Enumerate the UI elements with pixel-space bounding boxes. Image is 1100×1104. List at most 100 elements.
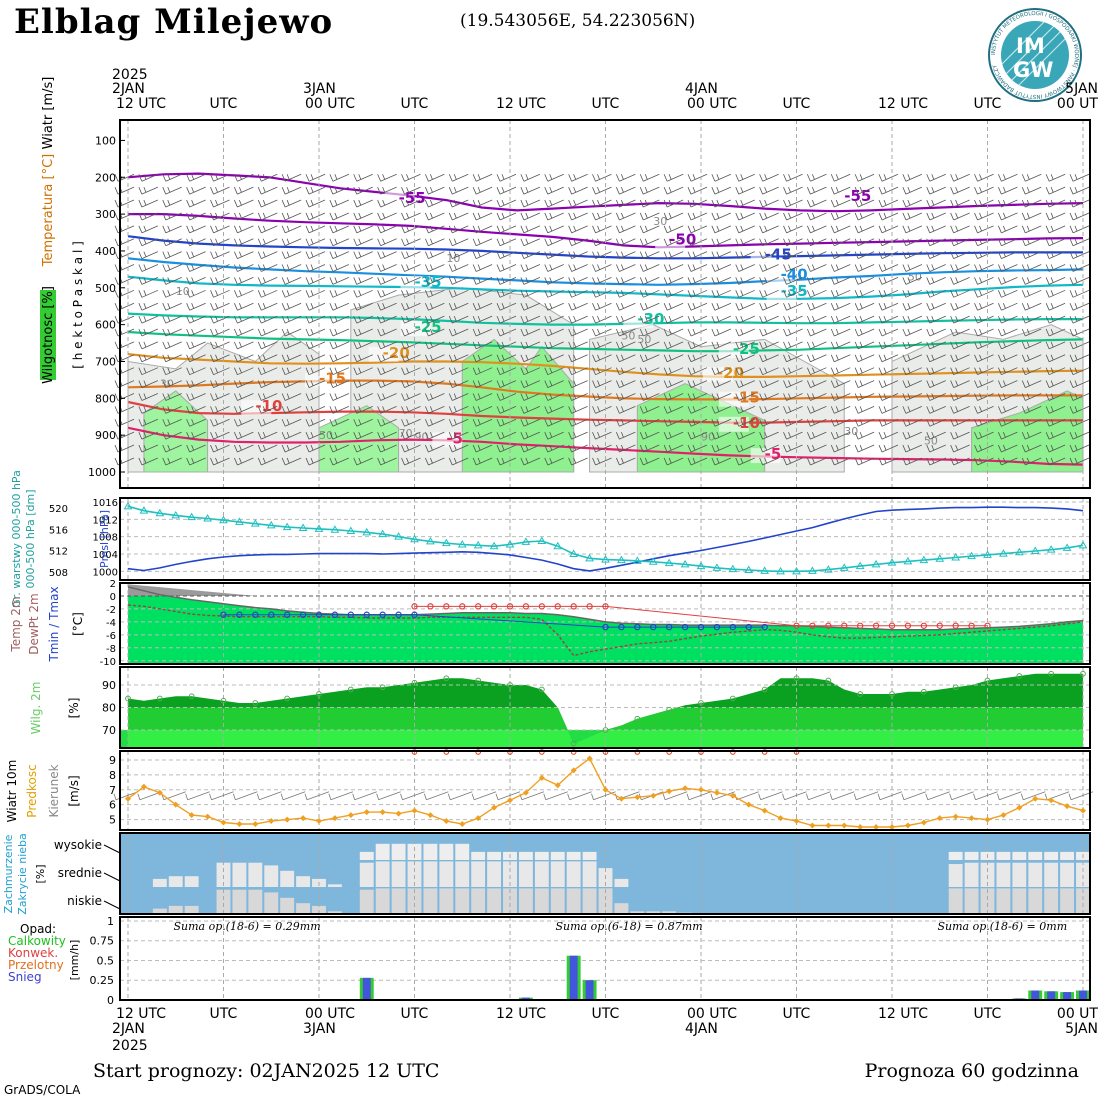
wind-barb [926, 431, 946, 440]
wind-speed-marker [841, 822, 848, 829]
humidity-marker [857, 691, 864, 697]
wind-barb [1021, 393, 1042, 401]
precip-snow-bar [1079, 990, 1087, 1000]
wind-barb [902, 264, 923, 272]
precip-unit-text: [mm/h] [68, 940, 81, 981]
wind-barb [926, 380, 946, 388]
wind-barb [1069, 418, 1090, 427]
wind10m-barb [829, 791, 855, 801]
wind-barb [520, 225, 541, 234]
wind10m-barb [782, 791, 807, 801]
wind-barb [544, 431, 564, 440]
wind-barb [234, 444, 254, 453]
forecast-range: Prognoza 60 godzinna [865, 1060, 1079, 1082]
wind-barb [639, 444, 660, 453]
wind-barb [257, 251, 278, 259]
wind-unit-text: [m/s] [67, 775, 81, 806]
wind-barb [377, 431, 397, 440]
wind-barb [616, 173, 636, 182]
wind-barb [592, 431, 612, 440]
cloud-mid-bar [487, 861, 502, 887]
wind-barb [329, 457, 350, 466]
wind-barb [878, 289, 899, 298]
wind-barb [711, 406, 732, 414]
wind-direction-label-text: Kierunek [47, 764, 61, 817]
wind-barb [305, 418, 326, 427]
wind-barb [783, 238, 803, 247]
wind-barb [210, 406, 230, 414]
wind-barb [1069, 315, 1090, 324]
cloud-mid-bar [1012, 862, 1027, 887]
wind-barb [663, 380, 684, 388]
wind-barb [353, 406, 373, 414]
wind-barb [950, 418, 970, 427]
wind-barb [1069, 328, 1090, 337]
time-bottom-hour: UTC [592, 1006, 620, 1022]
wind-barb [735, 431, 755, 440]
time-bottom-day: 3JAN [303, 1021, 336, 1037]
cloud-high-bar [996, 851, 1011, 860]
wind-barb [520, 431, 541, 440]
wind-barb [830, 444, 851, 453]
tmin-line [223, 614, 765, 628]
wind-barb [592, 418, 612, 427]
cloud-low-bar [359, 889, 374, 914]
wind-barb [783, 341, 803, 350]
wind-barb [472, 418, 493, 427]
wind-barb [210, 444, 230, 453]
wind-barb [974, 406, 994, 414]
wind-barb [663, 393, 684, 401]
wind-barb [329, 380, 350, 388]
wind-barb [353, 444, 373, 453]
wind-barb [830, 302, 851, 311]
humidity-label-part: Wilg. 2m [29, 682, 43, 735]
temperature-ytick: 2 [110, 579, 116, 590]
wind-barb [377, 341, 397, 350]
wind10m-barb [805, 791, 831, 801]
wind-barb [210, 380, 230, 388]
wind-barb [711, 354, 732, 363]
thickness-marker [473, 540, 483, 549]
wind-speed-marker [1016, 804, 1023, 811]
humidity-marker [284, 695, 291, 702]
precip-snow-bar [362, 977, 371, 1000]
upper-humidity-label-text: Wilgotnosc [%] [41, 286, 56, 384]
isotherm-label-bg [400, 276, 431, 292]
wind-barb [472, 380, 493, 388]
cloud-mid-bar [327, 884, 342, 887]
wind-barb [377, 277, 397, 285]
cloud-high-bar [948, 851, 963, 860]
wind-barb [639, 225, 660, 234]
wind10m-barb [662, 791, 688, 801]
humidity-contour-label: 50 [637, 333, 651, 346]
wind-barb [759, 277, 779, 285]
wind-barb [568, 431, 588, 440]
wind-barb [998, 173, 1018, 182]
temperature-unit-part: [°C] [71, 612, 85, 636]
wind-barb [568, 406, 588, 414]
wind-barb [496, 238, 517, 247]
wind-barb [234, 199, 254, 208]
wind-barb [902, 315, 923, 324]
wind-barb [663, 238, 684, 247]
logo-text-im: IM [1016, 34, 1045, 58]
wind-barb [1045, 186, 1066, 195]
wind-barb [639, 277, 660, 285]
wind10m-barb [949, 791, 974, 801]
wind-ytick: 7 [109, 784, 116, 797]
cloud-low-bar [503, 888, 517, 914]
wind-barb [138, 186, 159, 195]
wind-barb [544, 444, 564, 453]
cloud-low-bar [614, 903, 629, 914]
pressure-ytick-right: 1000 [93, 567, 118, 578]
cloud-high-bar [471, 851, 486, 860]
wind-barb [592, 354, 612, 363]
wind-barb [353, 418, 373, 427]
wind-barb [186, 238, 206, 247]
wind-barb [807, 354, 827, 363]
wind-barb [616, 302, 636, 311]
wind-barb [448, 238, 469, 247]
wind-barb [234, 328, 254, 337]
wind-barb [592, 393, 612, 401]
isotherm-label: -25 [415, 318, 442, 336]
